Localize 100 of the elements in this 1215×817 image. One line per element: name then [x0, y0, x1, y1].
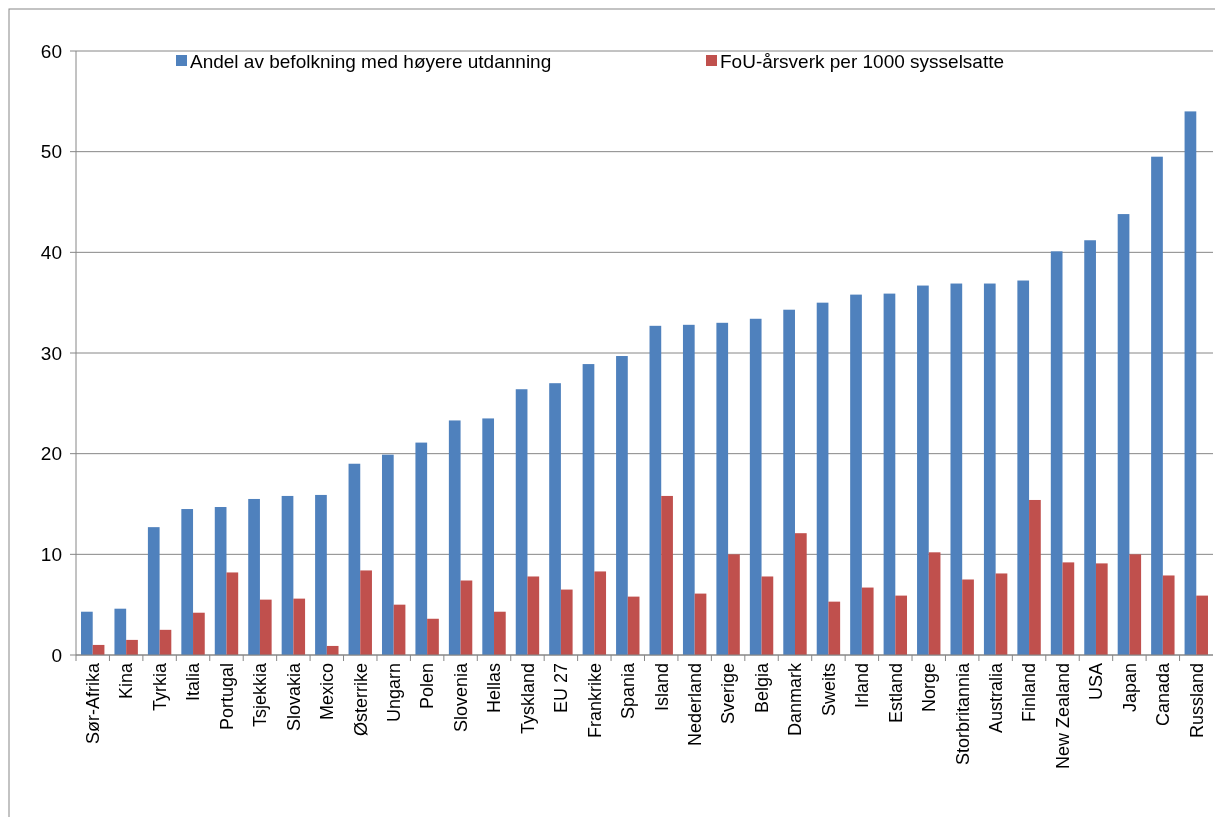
- x-tick-label: Polen: [417, 663, 438, 710]
- x-tick-label: Tsjekkia: [250, 662, 271, 728]
- y-tick-label: 60: [40, 40, 62, 62]
- bar: [928, 552, 941, 655]
- bar: [114, 608, 127, 655]
- bar: [962, 579, 974, 655]
- bar: [1117, 214, 1130, 655]
- x-tick-label: Norge: [919, 663, 940, 713]
- bar: [883, 293, 896, 655]
- bar: [181, 509, 194, 655]
- bar: [749, 318, 762, 655]
- y-tick-label: 40: [40, 241, 62, 263]
- x-tick-label: Russland: [1186, 663, 1207, 739]
- bar: [527, 576, 540, 655]
- bar: [950, 283, 963, 655]
- x-tick-label: EU 27: [551, 663, 572, 714]
- bar: [193, 612, 205, 655]
- x-tick-label: Estland: [885, 663, 906, 724]
- x-tick-label: Sør-Afrika: [83, 662, 104, 744]
- x-tick-label: Canada: [1153, 662, 1174, 727]
- x-tick-label: Japan: [1119, 663, 1140, 713]
- bar: [482, 418, 495, 655]
- x-tick-label: Irland: [852, 663, 873, 709]
- x-tick-label: Østerrike: [350, 663, 371, 737]
- x-tick-label: Sverige: [718, 663, 739, 725]
- bar: [627, 596, 640, 655]
- y-tick-label: 50: [40, 141, 62, 163]
- bar: [850, 294, 862, 655]
- x-tick-label: Storbritannia: [952, 662, 973, 766]
- y-tick-label: 0: [51, 644, 62, 666]
- bar: [594, 571, 607, 655]
- x-tick-label: Slovenia: [450, 662, 471, 733]
- bar: [895, 595, 908, 655]
- bar: [381, 454, 394, 655]
- bar: [1029, 499, 1041, 655]
- bar: [515, 389, 528, 655]
- x-tick-label: Portugal: [216, 663, 237, 731]
- x-tick-label: USA: [1086, 663, 1107, 701]
- bar: [1050, 251, 1063, 655]
- legend-label: Andel av befolkning med høyere utdanning: [190, 50, 552, 72]
- y-tick-label: 10: [40, 543, 62, 565]
- bar: [226, 572, 239, 655]
- bar: [783, 309, 795, 655]
- bar: [1017, 280, 1030, 655]
- bar: [1062, 562, 1075, 655]
- bar: [448, 420, 461, 655]
- bar: [293, 598, 306, 655]
- x-tick-label: Island: [651, 663, 672, 712]
- bar: [861, 587, 874, 655]
- bar: [1184, 111, 1197, 655]
- bar: [281, 495, 294, 655]
- x-tick-label: Finland: [1019, 663, 1040, 723]
- bar: [415, 442, 428, 655]
- bar: [761, 576, 774, 655]
- bar: [126, 639, 138, 655]
- bar: [427, 618, 439, 655]
- bar: [582, 364, 595, 655]
- bar: [460, 580, 473, 655]
- legend-label: FoU-årsverk per 1000 sysselsatte: [720, 50, 1005, 72]
- bar: [694, 593, 707, 655]
- bar: [259, 599, 272, 655]
- bar: [248, 498, 260, 655]
- x-tick-label: Australia: [985, 662, 1006, 734]
- bar: [794, 533, 807, 655]
- x-tick-label: Nederland: [684, 663, 705, 747]
- bar: [917, 285, 929, 655]
- x-tick-label: Belgia: [751, 662, 772, 714]
- bar: [81, 611, 93, 655]
- x-tick-label: Tyskland: [517, 663, 538, 735]
- bar: [1151, 156, 1163, 655]
- bar: [1095, 563, 1108, 655]
- bar: [560, 589, 573, 655]
- bar: [983, 283, 996, 655]
- bar: [1196, 595, 1208, 655]
- x-tick-label: Sweits: [818, 663, 839, 717]
- bar: [315, 494, 327, 655]
- bar: [1129, 554, 1142, 655]
- x-tick-label: New Zealand: [1052, 663, 1073, 770]
- bar: [828, 601, 841, 655]
- x-tick-label: Spania: [618, 662, 639, 720]
- bar: [995, 573, 1008, 655]
- bar: [716, 322, 729, 655]
- bar: [360, 570, 372, 655]
- bar: [326, 645, 339, 655]
- x-tick-label: Frankrike: [584, 663, 605, 739]
- bar: [661, 495, 673, 655]
- y-tick-label: 20: [40, 443, 62, 465]
- bar: [348, 463, 361, 655]
- bar: [393, 604, 406, 655]
- x-tick-label: Slovakia: [283, 662, 304, 732]
- x-tick-label: Tyrkia: [149, 662, 170, 712]
- bar: [649, 325, 662, 655]
- y-tick-label: 30: [40, 342, 62, 364]
- bar: [816, 302, 829, 655]
- bar: [147, 527, 160, 655]
- bar: [1084, 240, 1096, 655]
- bar: [728, 554, 740, 655]
- bar: [214, 507, 227, 655]
- x-tick-label: Mexico: [317, 663, 338, 721]
- bar: [1162, 575, 1175, 655]
